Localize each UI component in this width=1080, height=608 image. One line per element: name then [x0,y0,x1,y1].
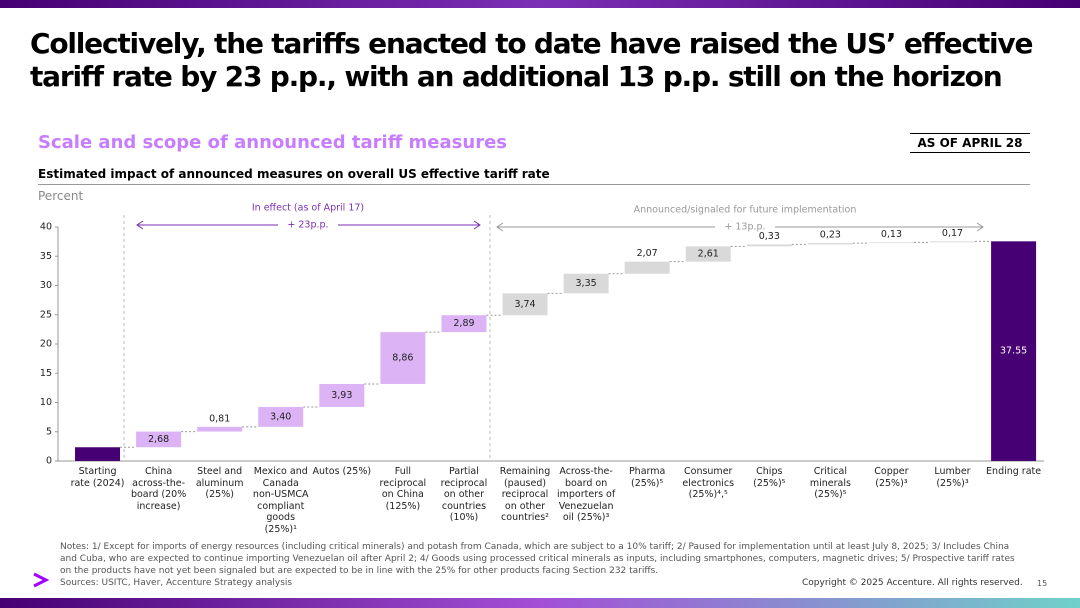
label-bg [508,297,543,312]
x-tick-label: Lumber (25%)³ [934,466,971,489]
arrow-head [976,222,984,232]
x-tick-label: Chips (25%)⁵ [753,466,786,489]
bar [197,426,243,432]
x-tick-label: Full reciprocal on China (125%) [379,466,427,512]
y-tick-label: 5 [46,426,52,437]
x-tick-label: Copper (25%)³ [874,466,909,489]
value-label: 3,40 [270,411,291,422]
value-label: 3,93 [331,390,352,401]
value-label: 0,81 [209,413,230,424]
chart-heading: Estimated impact of announced measures o… [38,167,1030,185]
x-tick-label: Ending rate [986,466,1042,477]
label-bg [141,432,176,447]
y-axis-label: Percent [38,189,84,203]
copyright: Copyright © 2025 Accenture. All rights r… [802,578,1023,588]
sources: Sources: USITC, Haver, Accenture Strateg… [60,578,293,588]
arrow-head [136,220,144,230]
bar [991,241,1037,461]
value-label: 0,23 [820,230,841,241]
date-badge: AS OF APRIL 28 [910,133,1030,153]
value-label: 8,86 [392,353,413,364]
value-label: 0,17 [942,228,963,239]
value-label: 3,74 [514,299,535,310]
label-bg [569,276,604,291]
label-bg [324,388,359,403]
x-tick-label: China across-the-board (20% increase) [130,466,187,512]
label-bg [446,316,481,331]
bar [807,243,853,245]
x-tick-label: Pharma (25%)⁵ [628,466,666,489]
logo [33,572,50,588]
label-bg [385,351,420,366]
annotation: In effect (as of April 17) [252,203,364,214]
value-label: 2,68 [148,434,169,445]
value-label: 2,35 [87,434,108,445]
bar [930,241,976,243]
bar [868,242,914,244]
bar [746,244,792,247]
arrow-label-bg [715,220,775,234]
bar [624,261,670,274]
arrow-head [496,222,504,232]
y-tick-label: 10 [40,397,52,408]
footnotes: Notes: 1/ Except for imports of energy r… [60,542,1015,576]
y-tick-label: 40 [40,222,52,233]
bar [75,447,121,461]
y-tick-label: 35 [40,251,52,262]
value-label: 3,35 [576,278,597,289]
y-tick-label: 25 [40,309,52,320]
x-tick-label: Across-the-board on importers of Venezue… [556,466,616,523]
arrow-label: + 13p.p. [724,222,765,233]
value-label: 2,61 [698,248,719,259]
x-tick-label: Partial reciprocal on other countries (1… [440,466,488,523]
top-band [0,0,1080,8]
y-tick-label: 0 [46,456,52,467]
x-tick-label: Steel and aluminum (25%) [195,466,244,500]
label-bg [263,409,298,424]
title: Collectively, the tariffs enacted to dat… [30,27,1033,93]
value-label: 37.55 [1000,346,1027,357]
bottom-band [0,598,1080,608]
value-label: 2,89 [453,318,474,329]
x-tick-label: Consumer electronics (25%)⁴,⁵ [682,466,735,500]
y-tick-label: 30 [40,280,52,291]
arrow-label: + 23p.p. [287,220,328,231]
label-bg [691,246,726,261]
x-tick-label: Remaining (paused) reciprocal on other c… [499,466,551,523]
x-tick-label: Critical minerals (25%)⁵ [809,466,851,500]
value-label: 0,13 [881,229,902,240]
notes: Notes: 1/ Except for imports of energy r… [60,541,1020,589]
x-tick-label: Starting rate (2024) [70,466,125,489]
arrow-label-bg [278,218,338,232]
annotation: Announced/signaled for future implementa… [634,205,857,216]
page-number: 15 [1037,579,1048,588]
x-tick-label: Autos (25%) [312,466,372,477]
y-tick-label: 15 [40,368,52,379]
x-tick-label: Mexico and Canada non-USMCA compliant go… [252,466,309,535]
value-label: 2,07 [637,248,658,259]
arrow-head [473,220,481,230]
subtitle: Scale and scope of announced tariff meas… [38,132,507,153]
y-tick-label: 20 [40,339,52,350]
value-label: 0,33 [759,231,780,242]
